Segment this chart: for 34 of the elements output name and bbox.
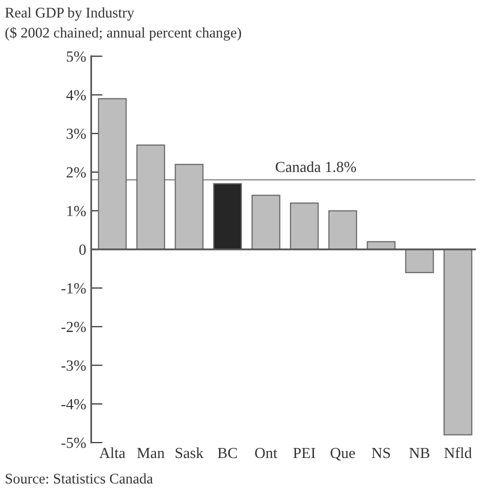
x-tick-label: Man <box>137 448 164 458</box>
bar <box>444 248 472 436</box>
x-tick-label: BC <box>218 448 237 458</box>
x-tick-label: Nfld <box>444 447 472 458</box>
bar <box>213 183 242 250</box>
y-tick-label: -2% <box>61 322 86 332</box>
y-tick-label: 3% <box>66 128 86 139</box>
x-tick-label: Ont <box>255 448 278 458</box>
chart-title: Real GDP by Industry <box>5 7 134 21</box>
bar <box>136 144 166 250</box>
y-tick-label: -5% <box>61 438 86 448</box>
bar <box>252 194 280 250</box>
y-tick-label: 5% <box>66 51 86 62</box>
x-tick-label: Que <box>330 448 355 460</box>
source-note: Source: Statistics Canada <box>6 473 153 484</box>
y-tick-label: -1% <box>61 283 86 294</box>
bar <box>405 248 434 274</box>
x-tick-label: NB <box>409 448 430 458</box>
bar <box>290 202 319 250</box>
bar <box>174 164 204 250</box>
y-tick-label: -3% <box>61 360 86 371</box>
x-tick-label: Alta <box>99 447 126 458</box>
ref-line-label: Canada 1.8% <box>276 161 356 172</box>
x-tick-label: NS <box>372 448 390 458</box>
bar <box>328 210 358 250</box>
x-tick-label: PEI <box>293 448 316 458</box>
y-tick-label: 0 <box>79 244 86 255</box>
bar <box>98 98 127 250</box>
y-tick-label: 4% <box>66 90 86 100</box>
y-tick-label: -4% <box>61 399 86 410</box>
chart-subtitle: ($ 2002 chained; annual percent change) <box>5 26 242 41</box>
y-tick-label: 1% <box>67 206 86 216</box>
x-tick-label: Sask <box>176 447 204 458</box>
y-tick-label: 2% <box>66 167 86 178</box>
